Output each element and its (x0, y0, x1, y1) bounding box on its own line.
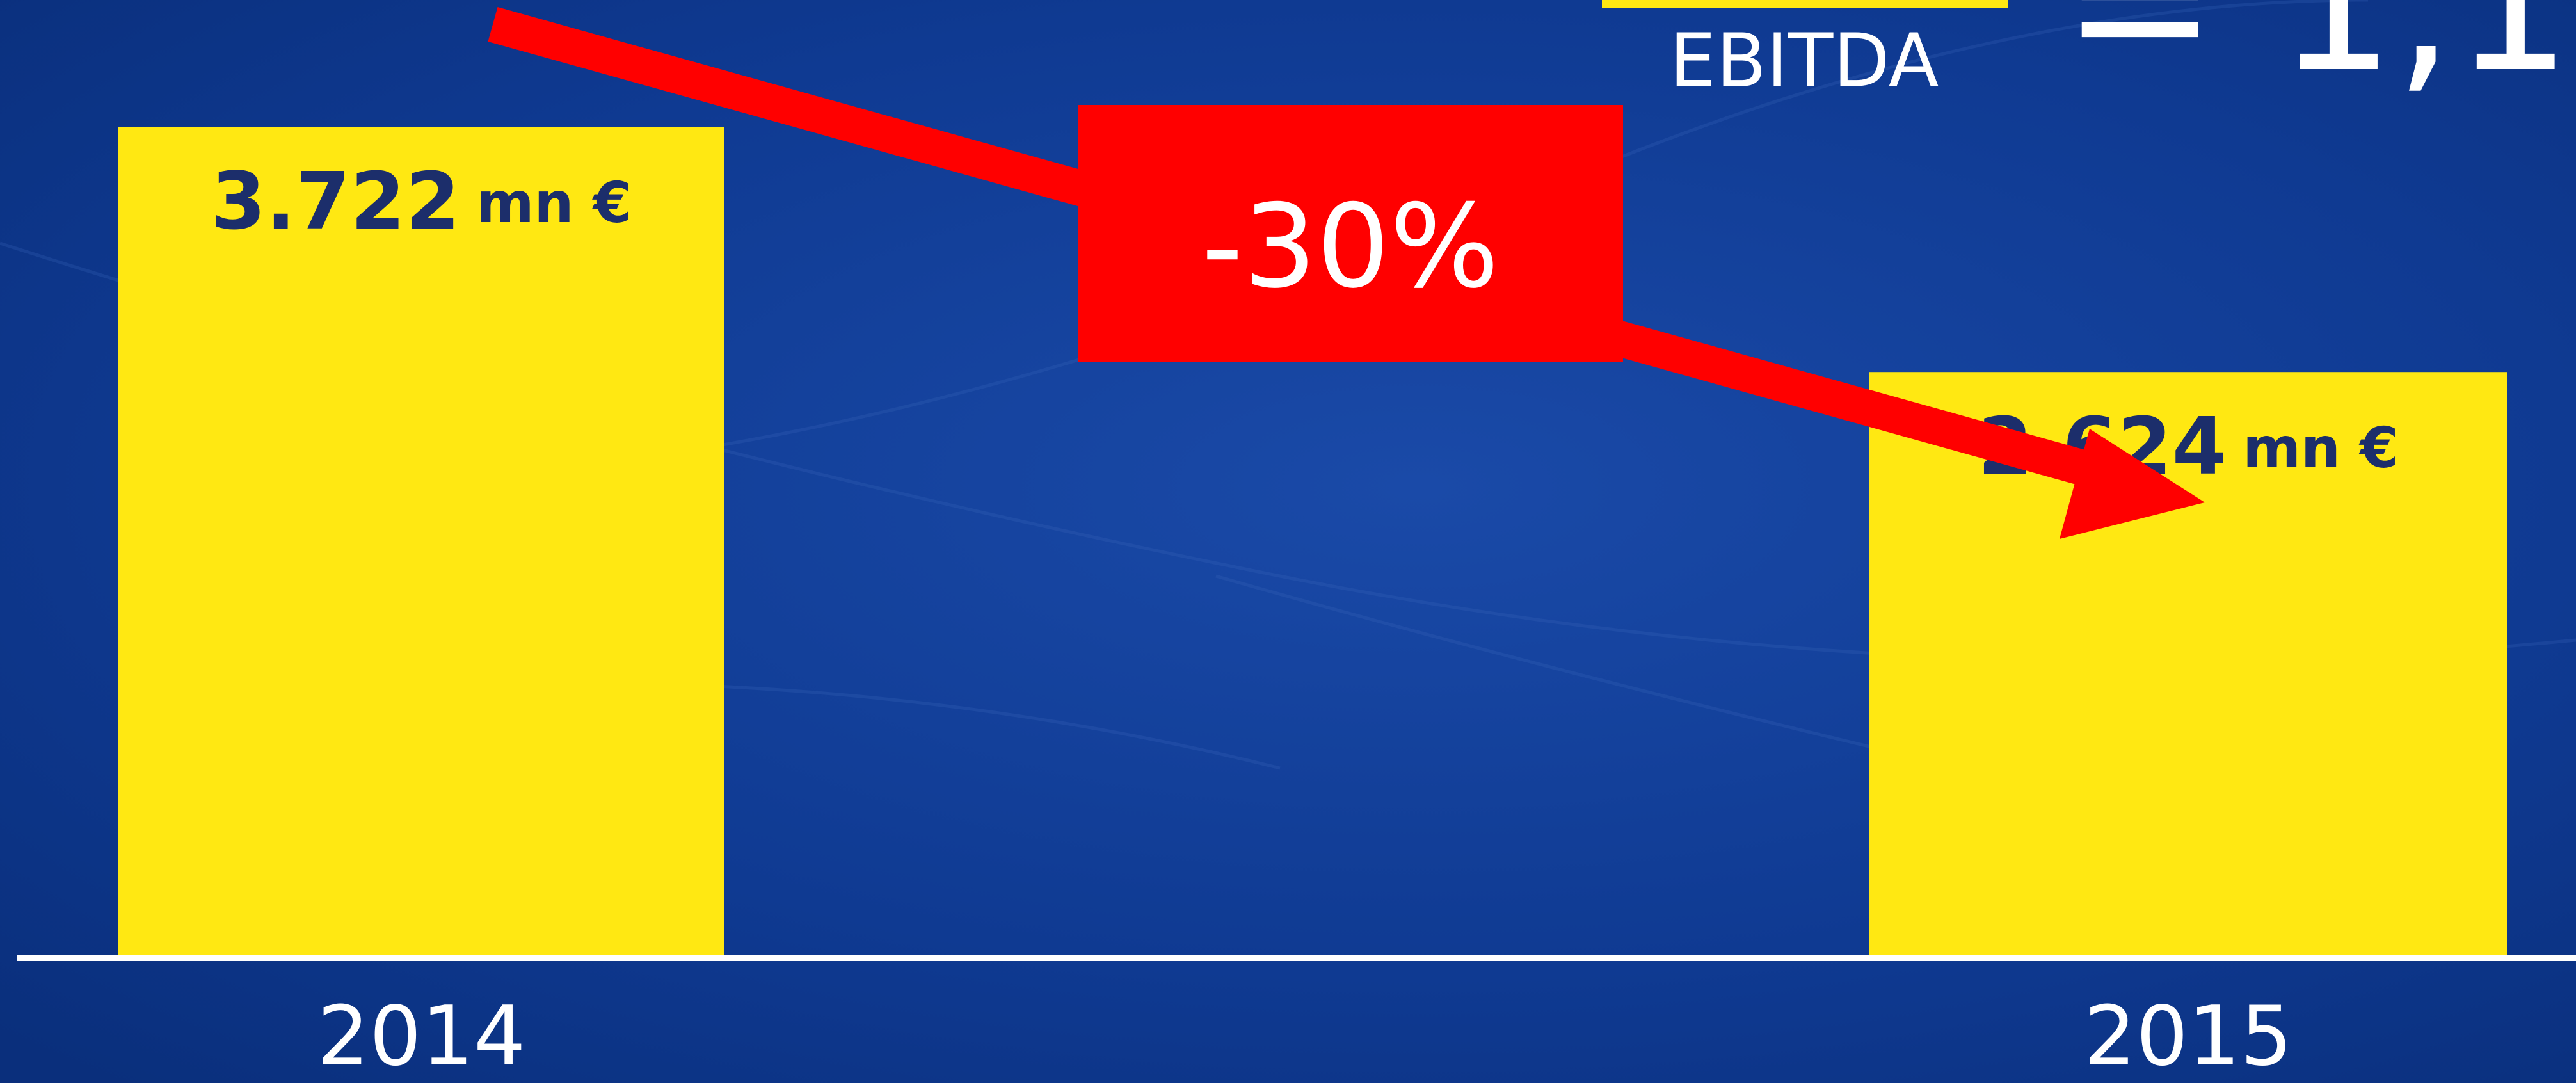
bar (1869, 372, 2507, 958)
arrow-head (2060, 429, 2205, 539)
legend-label: EBITDA (1670, 19, 1939, 104)
value-unit: mn € (2243, 415, 2398, 481)
change-label: -30% (1201, 180, 1499, 314)
x-tick-label: 2015 (2084, 989, 2292, 1083)
value-label: 2.624mn € (1978, 401, 2398, 493)
baseline (17, 955, 2576, 961)
value-number: 3.722 (211, 156, 460, 248)
x-tick-label: 2014 (317, 989, 526, 1083)
value-unit: mn € (476, 170, 632, 236)
legend-swatch (1602, 0, 2008, 8)
change-box (1078, 105, 1623, 362)
bar (118, 127, 724, 958)
value-label: 3.722 mn € (211, 156, 632, 248)
ratio-label: = 1,1x (2062, 0, 2576, 113)
